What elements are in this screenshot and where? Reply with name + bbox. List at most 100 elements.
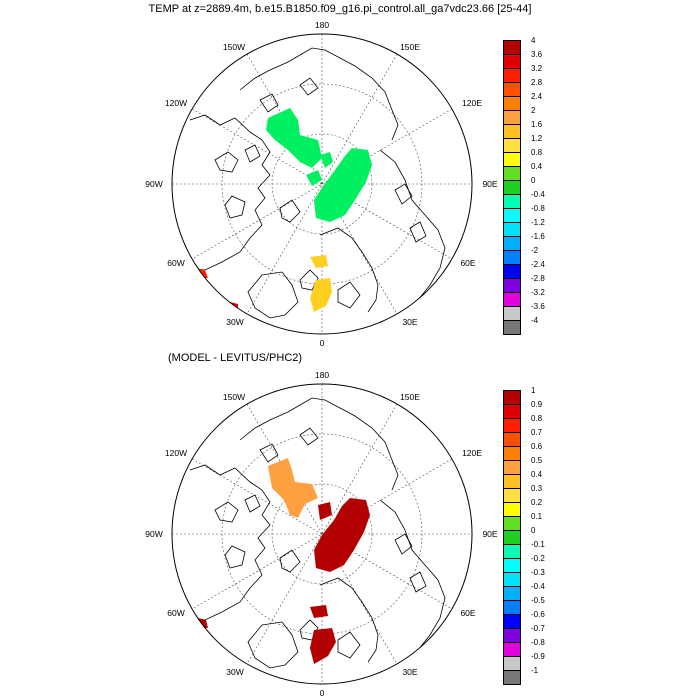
colorbar-swatch: [503, 124, 521, 139]
colorbar-swatch: [503, 628, 521, 643]
colorbar-swatch: [503, 390, 521, 405]
bottom-lon-label: 180: [315, 370, 329, 380]
top-map-panel: 180 150E 120E 90E 60E 30E 0 30W 60W 90W …: [145, 20, 498, 348]
colorbar-label: -0.8: [531, 204, 545, 213]
colorbar-swatch: [503, 460, 521, 475]
colorbar-label: -0.2: [531, 554, 545, 563]
top-map-boundary: [171, 33, 473, 335]
colorbar-label: 1: [531, 386, 536, 395]
colorbar-label: 0.8: [531, 148, 543, 157]
colorbar-swatch: [503, 166, 521, 181]
colorbar-label: -3.2: [531, 288, 545, 297]
colorbar-label: 0.4: [531, 162, 543, 171]
bottom-lon-label: 90E: [482, 529, 497, 539]
colorbar-swatch: [503, 180, 521, 195]
colorbar-swatch: [503, 278, 521, 293]
colorbar-label: 2.8: [531, 78, 543, 87]
colorbar-label: 3.2: [531, 64, 543, 73]
colorbar-swatch: [503, 586, 521, 601]
colorbar-swatch: [503, 40, 521, 55]
bottom-lon-label: 120W: [165, 448, 187, 458]
top-lon-label: 120E: [462, 98, 482, 108]
top-lon-label: 150E: [400, 42, 420, 52]
colorbar-label: 1.6: [531, 120, 543, 129]
colorbar-swatch: [503, 264, 521, 279]
colorbar-swatch: [503, 152, 521, 167]
colorbar-label: 0.7: [531, 428, 543, 437]
colorbar-label: 1.2: [531, 134, 543, 143]
colorbar-label: 4: [531, 36, 536, 45]
colorbar-label: 0.8: [531, 414, 543, 423]
top-lon-label: 30E: [402, 317, 417, 327]
colorbar-swatch: [503, 236, 521, 251]
bottom-lon-label: 90W: [145, 529, 162, 539]
top-lon-label: 60W: [167, 258, 184, 268]
colorbar-swatch: [503, 670, 521, 685]
colorbar-label: -1: [531, 666, 539, 675]
colorbar-label: 0.1: [531, 512, 543, 521]
top-longitude-labels: 180 150E 120E 90E 60E 30E 0 30W 60W 90W …: [145, 20, 498, 348]
colorbar-label: 0.6: [531, 442, 543, 451]
colorbar-swatch: [503, 558, 521, 573]
colorbar-swatch: [503, 418, 521, 433]
main-title: TEMP at z=2889.4m, b.e15.B1850.f09_g16.p…: [148, 3, 532, 15]
colorbar-swatch: [503, 656, 521, 671]
colorbar-swatch: [503, 642, 521, 657]
top-lon-label: 0: [320, 338, 325, 348]
colorbar-swatch: [503, 250, 521, 265]
colorbar-label: -0.6: [531, 610, 545, 619]
sub-title: (MODEL - LEVITUS/PHC2): [168, 352, 303, 364]
top-lon-label: 120W: [165, 98, 187, 108]
colorbar-label: -0.1: [531, 540, 545, 549]
colorbar-label: -0.4: [531, 582, 545, 591]
colorbar-swatch: [503, 446, 521, 461]
colorbar-swatch: [503, 68, 521, 83]
top-lon-label: 180: [315, 20, 329, 30]
colorbar-label: 0: [531, 526, 536, 535]
colorbar-label: 0.2: [531, 498, 543, 507]
colorbar-swatch: [503, 544, 521, 559]
colorbar-swatch: [503, 306, 521, 321]
colorbar-swatch: [503, 292, 521, 307]
colorbar-swatch: [503, 516, 521, 531]
colorbar-swatch: [503, 194, 521, 209]
colorbar-swatch: [503, 138, 521, 153]
colorbar-swatch: [503, 54, 521, 69]
colorbar-swatch: [503, 208, 521, 223]
bottom-lon-label: 0: [320, 688, 325, 698]
bottom-lon-label: 60E: [460, 608, 475, 618]
colorbar-label: -1.2: [531, 218, 545, 227]
colorbar-swatch: [503, 502, 521, 517]
colorbar-swatch: [503, 530, 521, 545]
colorbar-label: 2.4: [531, 92, 543, 101]
colorbar-label: -0.9: [531, 652, 545, 661]
colorbar-swatch: [503, 96, 521, 111]
top-lon-label: 90E: [482, 179, 497, 189]
top-lon-label: 90W: [145, 179, 162, 189]
top-lon-label: 30W: [226, 317, 243, 327]
bottom-difference-field: [198, 458, 370, 664]
colorbar-label: -3.6: [531, 302, 545, 311]
colorbar-label: -2.4: [531, 260, 545, 269]
colorbar-swatch: [503, 474, 521, 489]
bottom-map-boundary: [171, 383, 473, 685]
colorbar-label: -2.8: [531, 274, 545, 283]
bottom-map-panel: 180 150E 120E 90E 60E 30E 0 30W 60W 90W …: [145, 370, 498, 698]
colorbar-label: 0.9: [531, 400, 543, 409]
colorbar-swatch: [503, 110, 521, 125]
bottom-lon-label: 60W: [167, 608, 184, 618]
colorbar-label: -1.6: [531, 232, 545, 241]
bottom-lon-label: 150W: [223, 392, 245, 402]
colorbar-swatch: [503, 488, 521, 503]
bottom-lon-label: 30W: [226, 667, 243, 677]
top-lon-label: 150W: [223, 42, 245, 52]
bottom-lon-label: 120E: [462, 448, 482, 458]
colorbar-swatch: [503, 614, 521, 629]
colorbar-label: -2: [531, 246, 539, 255]
top-temperature-field: [196, 108, 372, 312]
bottom-lon-label: 30E: [402, 667, 417, 677]
colorbar-label: 0: [531, 176, 536, 185]
colorbar-label: 0.3: [531, 484, 543, 493]
bottom-lon-label: 150E: [400, 392, 420, 402]
